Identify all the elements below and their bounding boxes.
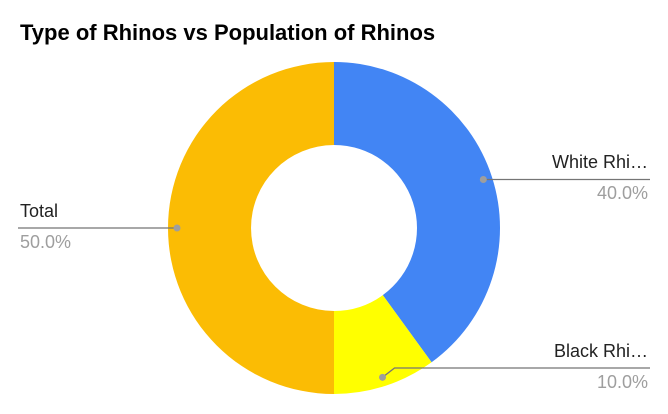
slice-label: Black Rhi…	[554, 341, 648, 361]
slice-label: Total	[20, 201, 58, 221]
leader-dot	[379, 373, 387, 381]
donut-slice	[334, 295, 432, 394]
leader-line	[382, 367, 650, 378]
leader-dot	[479, 175, 487, 183]
slice-value-label: 50.0%	[20, 232, 71, 252]
slice-label: White Rhi…	[552, 152, 648, 172]
chart-title: Type of Rhinos vs Population of Rhinos	[20, 20, 435, 45]
leader-dot	[173, 224, 181, 232]
donut-slice	[334, 62, 500, 363]
slice-value-label: 10.0%	[597, 372, 648, 392]
slice-value-label: 40.0%	[597, 183, 648, 203]
donut-slice	[168, 62, 334, 394]
